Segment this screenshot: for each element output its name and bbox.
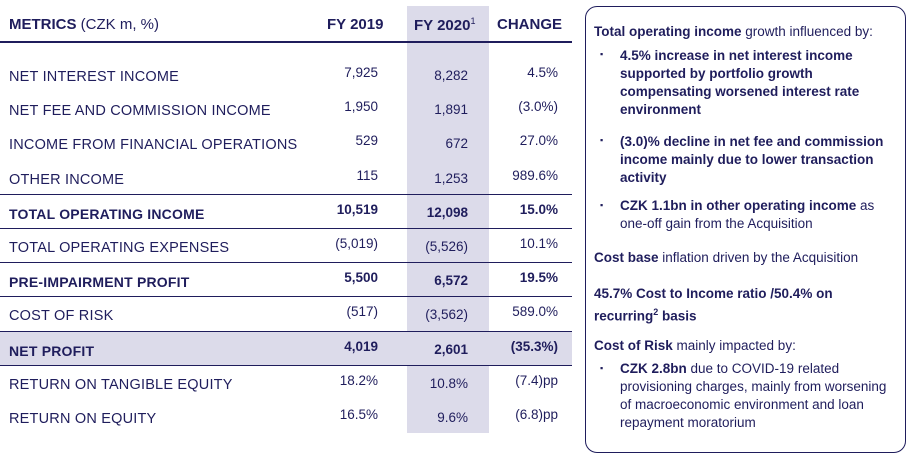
row-divider bbox=[0, 194, 572, 195]
table-row: NET PROFIT 4,019 2,601 (35.3%) bbox=[0, 331, 572, 365]
table-row: RETURN ON TANGIBLE EQUITY 18.2% 10.8% (7.4)… bbox=[0, 365, 572, 399]
table-row: RETURN ON EQUITY 16.5% 9.6% (6.8)pp bbox=[0, 399, 572, 433]
fy2020-value: 2,601 bbox=[434, 342, 468, 357]
change-value: (3.0%) bbox=[518, 99, 558, 114]
fy2019-value: (5,019) bbox=[335, 236, 378, 251]
fy2019-value: (517) bbox=[346, 304, 378, 319]
table-row: OTHER INCOME 115 1,253 989.6% bbox=[0, 160, 572, 194]
change-value: 589.0% bbox=[512, 304, 558, 319]
row-divider bbox=[0, 228, 572, 229]
change-value: 19.5% bbox=[519, 270, 558, 285]
row-label: RETURN ON TANGIBLE EQUITY bbox=[9, 377, 233, 393]
fy2019-value: 529 bbox=[355, 133, 378, 148]
fy2019-value: 16.5% bbox=[339, 407, 378, 422]
fy2020-value: 10.8% bbox=[429, 376, 468, 391]
row-label: RETURN ON EQUITY bbox=[9, 411, 157, 427]
fy2019-value: 10,519 bbox=[336, 202, 378, 217]
change-value: (6.8)pp bbox=[515, 407, 558, 422]
bullet-icon: ▪ bbox=[600, 135, 604, 145]
cost-of-risk-heading: Cost of Risk mainly impacted by: bbox=[594, 338, 796, 353]
table-row: NET FEE AND COMMISSION INCOME 1,950 1,891 (… bbox=[0, 91, 572, 125]
cost-income-ratio-line1: 45.7% Cost to Income ratio /50.4% on bbox=[594, 286, 833, 301]
metrics-header: METRICS (CZK m, %) bbox=[9, 16, 159, 33]
row-divider bbox=[0, 296, 572, 297]
row-divider bbox=[0, 365, 572, 366]
change-value: 989.6% bbox=[512, 168, 558, 183]
fy2020-value: (5,526) bbox=[425, 239, 468, 254]
row-label: INCOME FROM FINANCIAL OPERATIONS bbox=[9, 137, 298, 153]
row-label: NET PROFIT bbox=[9, 343, 95, 359]
fy2020-value: 6,572 bbox=[434, 273, 468, 288]
fy2019-value: 7,925 bbox=[344, 65, 378, 80]
bullet-icon: ▪ bbox=[600, 49, 604, 59]
covid-provision-bullet: CZK 2.8bn due to COVID-19 related provis… bbox=[620, 361, 887, 430]
row-label: NET INTEREST INCOME bbox=[9, 69, 180, 85]
fy2020-value: 9.6% bbox=[437, 410, 468, 425]
other-income-bullet: CZK 1.1bn in other operating income as o… bbox=[620, 198, 875, 231]
table-header: METRICS (CZK m, %) FY 2019 FY 20201 CHAN… bbox=[0, 0, 572, 40]
row-label: TOTAL OPERATING INCOME bbox=[9, 206, 205, 222]
change-value: 10.1% bbox=[519, 236, 558, 251]
table-row: NET INTEREST INCOME 7,925 8,282 4.5% bbox=[0, 57, 572, 91]
fy2019-value: 18.2% bbox=[339, 373, 378, 388]
change-value: (7.4)pp bbox=[515, 373, 558, 388]
income-heading: Total operating income growth influenced… bbox=[594, 24, 873, 39]
change-value: 27.0% bbox=[519, 133, 558, 148]
fy2020-value: 8,282 bbox=[434, 68, 468, 83]
change-value: 15.0% bbox=[519, 202, 558, 217]
bullet-icon: ▪ bbox=[600, 200, 604, 210]
fy2020-value: 12,098 bbox=[426, 205, 468, 220]
row-divider bbox=[0, 331, 572, 332]
fy2020-value: 672 bbox=[445, 136, 468, 151]
header-divider bbox=[0, 41, 572, 43]
row-label: COST OF RISK bbox=[9, 308, 114, 324]
change-value: (35.3%) bbox=[510, 339, 558, 354]
table-row: TOTAL OPERATING INCOME 10,519 12,098 15.0% bbox=[0, 194, 572, 228]
fy2020-header: FY 20201 bbox=[414, 16, 476, 34]
bullet-icon: ▪ bbox=[600, 363, 604, 373]
fy2020-value: (3,562) bbox=[425, 307, 468, 322]
change-value: 4.5% bbox=[527, 65, 558, 80]
fy2019-header: FY 2019 bbox=[327, 16, 384, 33]
fee-income-bullet: (3.0)% decline in net fee and commission… bbox=[620, 134, 884, 185]
change-header: CHANGE bbox=[497, 16, 563, 33]
row-divider bbox=[0, 262, 572, 263]
table-row: INCOME FROM FINANCIAL OPERATIONS 529 672 27… bbox=[0, 125, 572, 159]
row-label: NET FEE AND COMMISSION INCOME bbox=[9, 103, 271, 119]
fy2020-value: 1,253 bbox=[434, 171, 468, 186]
financial-metrics-table: METRICS (CZK m, %) FY 2019 FY 20201 CHAN… bbox=[0, 0, 572, 433]
row-label: OTHER INCOME bbox=[9, 172, 125, 188]
table-row: TOTAL OPERATING EXPENSES (5,019) (5,526) 10… bbox=[0, 228, 572, 262]
cost-income-ratio-line2: recurring2 basis bbox=[594, 307, 697, 324]
fy2019-value: 4,019 bbox=[344, 339, 378, 354]
row-label: PRE-IMPAIRMENT PROFIT bbox=[9, 274, 190, 290]
table-row: PRE-IMPAIRMENT PROFIT 5,500 6,572 19.5% bbox=[0, 262, 572, 296]
fy2019-value: 115 bbox=[356, 168, 378, 183]
fy2019-value: 1,950 bbox=[344, 99, 378, 114]
fy2020-value: 1,891 bbox=[434, 102, 468, 117]
cost-base-text: Cost base inflation driven by the Acquis… bbox=[594, 250, 859, 265]
table-row: COST OF RISK (517) (3,562) 589.0% bbox=[0, 296, 572, 330]
row-label: TOTAL OPERATING EXPENSES bbox=[9, 240, 230, 256]
net-interest-bullet: 4.5% increase in net interest income sup… bbox=[620, 48, 860, 117]
fy2019-value: 5,500 bbox=[344, 270, 378, 285]
commentary-panel: Total operating income growth influenced… bbox=[585, 6, 906, 453]
